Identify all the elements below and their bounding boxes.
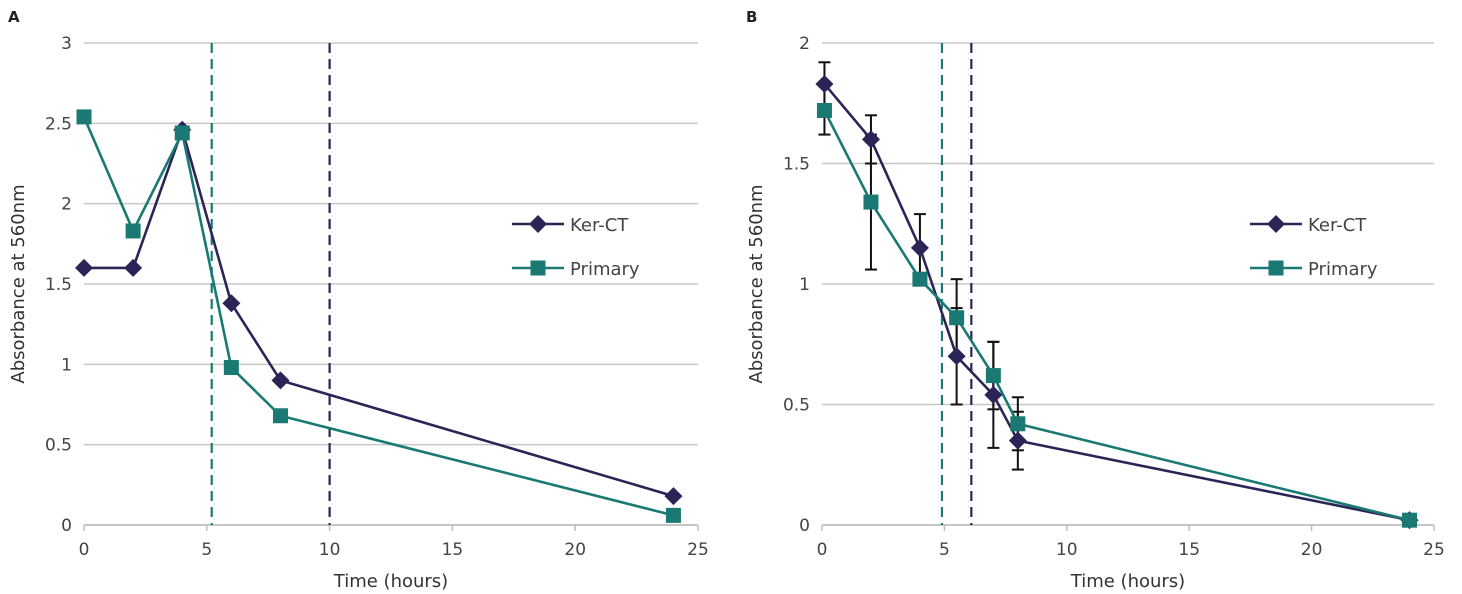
legend-label: Ker-CT (1308, 215, 1367, 236)
data-point-square (174, 125, 190, 141)
y-tick-label: 1 (799, 275, 810, 295)
chart-group: A 0 0.5 1 1.5 2 2.5 3 0 5 10 15 20 25 Time (hours) Abso… (8, 8, 709, 592)
x-tick-label: 10 (1056, 540, 1078, 560)
data-point-square (1268, 260, 1284, 276)
x-tick-label: 20 (1301, 540, 1323, 560)
data-point-square (665, 507, 681, 523)
data-point-square (125, 223, 141, 239)
data-point-diamond (75, 258, 93, 277)
chart-a-svg: A 0 0.5 1 1.5 2 2.5 3 0 5 10 15 20 25 Time (hours) Abso… (8, 8, 709, 592)
series-line (823, 83, 1410, 522)
data-point-square (76, 109, 92, 125)
x-axis-title: Time (hours) (1070, 571, 1185, 592)
x-tick-label: 0 (79, 540, 90, 560)
data-point-diamond (910, 238, 929, 257)
y-tick-label: 3 (61, 34, 72, 54)
panel-label: A (8, 8, 20, 26)
y-tick-label: 2 (61, 195, 72, 215)
y-tick-label: 0 (61, 516, 72, 536)
x-tick-label: 25 (1423, 540, 1445, 560)
y-tick-label: 2 (799, 34, 810, 54)
y-axis-title: Absorbance at 560nm (746, 184, 767, 383)
y-tick-label: 2.5 (45, 114, 72, 134)
x-tick-label: 25 (687, 540, 709, 560)
data-point-diamond (529, 215, 547, 233)
data-point-diamond (947, 347, 966, 366)
data-point-diamond (664, 487, 683, 506)
legend-label: Primary (570, 259, 640, 280)
x-tick-label: 15 (1178, 540, 1200, 560)
data-point-square (949, 310, 965, 326)
data-point-diamond (124, 258, 143, 277)
data-point-square (1010, 416, 1026, 432)
x-axis-title: Time (hours) (333, 571, 448, 592)
data-point-diamond (861, 130, 880, 149)
x-tick-label: 20 (564, 540, 586, 560)
data-point-square (816, 102, 832, 118)
series-line (823, 109, 1410, 522)
data-point-square (272, 408, 288, 424)
data-point-square (912, 271, 928, 287)
data-point-diamond (1267, 215, 1285, 233)
data-point-diamond (1008, 431, 1027, 450)
data-point-square (985, 368, 1001, 384)
data-point-square (530, 260, 546, 276)
y-tick-label: 0.5 (45, 436, 72, 456)
y-tick-label: 0.5 (783, 396, 810, 416)
panel-label: B (746, 8, 757, 26)
data-point-square (223, 360, 239, 376)
y-tick-label: 0 (799, 516, 810, 536)
y-tick-label: 1.5 (45, 275, 72, 295)
legend-label: Primary (1308, 259, 1378, 280)
data-point-diamond (222, 294, 241, 313)
series-line (82, 116, 674, 517)
x-tick-label: 10 (319, 540, 341, 560)
data-point-diamond (271, 371, 290, 390)
x-tick-label: 0 (817, 540, 828, 560)
x-tick-label: 15 (442, 540, 464, 560)
y-tick-label: 1.5 (783, 155, 810, 175)
legend-label: Ker-CT (570, 215, 629, 236)
data-point-square (1402, 512, 1418, 528)
data-point-diamond (815, 74, 834, 93)
y-tick-label: 1 (61, 355, 72, 375)
data-point-diamond (984, 385, 1003, 404)
data-point-square (863, 194, 879, 210)
x-tick-label: 5 (201, 540, 212, 560)
chart-panel-a: A 0 0.5 1 1.5 2 2.5 3 0 5 10 15 20 25 Time (hours) Abso… (8, 8, 709, 592)
x-tick-label: 5 (939, 540, 950, 560)
y-axis-title: Absorbance at 560nm (8, 184, 29, 383)
chart-panel-b: B 0 0.5 1 1.5 2 0 5 10 15 20 25 Time (hours) Absorban… (731, 0, 1462, 594)
